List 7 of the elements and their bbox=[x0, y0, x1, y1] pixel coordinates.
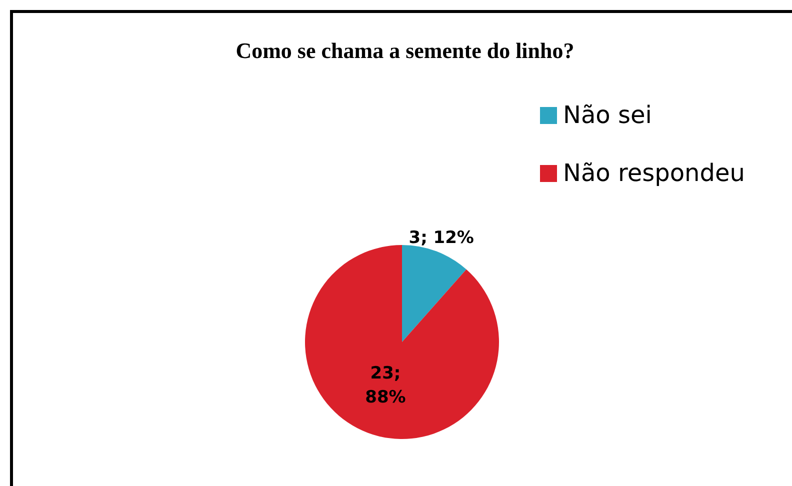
legend-label: Não respondeu bbox=[563, 159, 745, 187]
legend-label: Não sei bbox=[563, 101, 652, 129]
pie-slice bbox=[402, 245, 466, 342]
chart-title: Como se chama a semente do linho? bbox=[236, 38, 574, 63]
data-label: 3; 12% bbox=[408, 228, 474, 248]
pie-slice bbox=[305, 245, 499, 439]
data-label: 23; 88% bbox=[365, 364, 406, 408]
